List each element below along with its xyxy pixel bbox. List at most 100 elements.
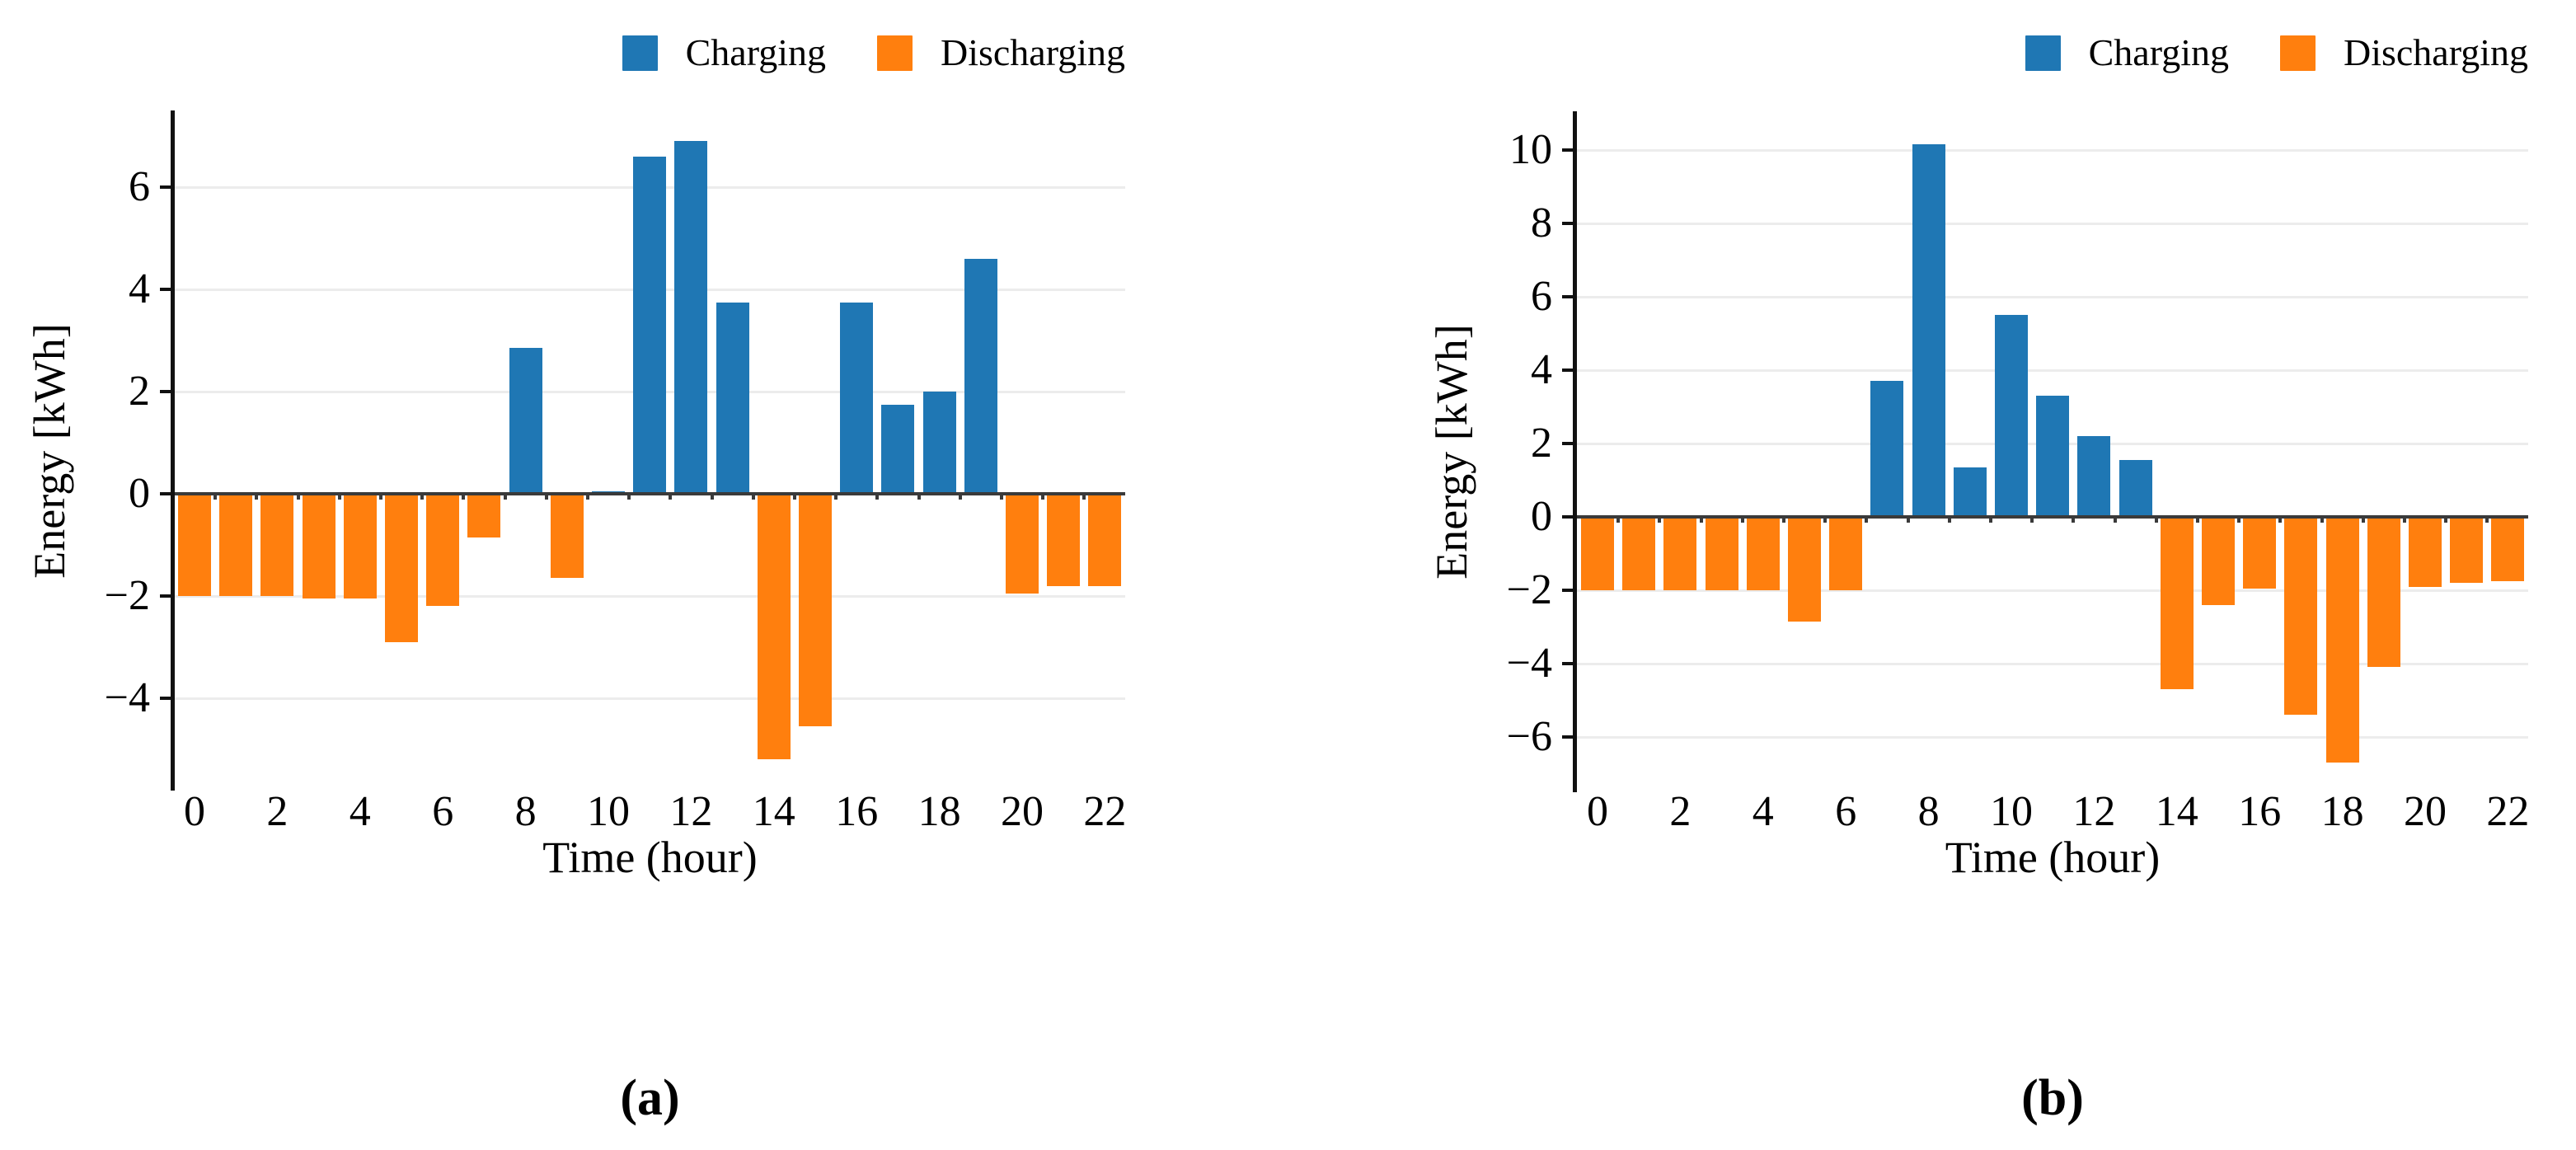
x-tick-mark [834, 492, 838, 500]
y-tick-mark [1562, 589, 1573, 592]
bar-charging [674, 141, 708, 494]
x-tick-mark [2113, 515, 2117, 523]
y-tick-label: −6 [1506, 713, 1552, 760]
discharging-swatch-icon [876, 35, 913, 71]
x-tick-label: 22 [2486, 788, 2530, 835]
y-tick-label: 6 [1531, 273, 1552, 320]
y-tick-mark [1562, 368, 1573, 372]
x-tick-mark [585, 492, 589, 500]
x-tick-label: 10 [587, 788, 630, 835]
x-tick-mark [1865, 515, 1869, 523]
x-tick-mark [1988, 515, 1992, 523]
x-tick-mark [296, 492, 300, 500]
x-tick-label: 2 [266, 788, 289, 835]
y-tick-label: 0 [1531, 493, 1552, 540]
x-axis-label-a: Time (hour) [542, 833, 758, 882]
y-tick-label: 0 [129, 470, 150, 517]
y-tick-label: −4 [104, 674, 150, 721]
gridline [1577, 662, 2528, 665]
x-tick-mark [462, 492, 466, 500]
x-tick-label: 14 [2155, 788, 2198, 835]
bar-discharging [2450, 517, 2484, 584]
bar-charging [2036, 396, 2070, 517]
x-tick-mark [2030, 515, 2034, 523]
x-tick-mark [1740, 515, 1744, 523]
x-tick-label: 4 [1752, 788, 1774, 835]
bar-charging [1995, 315, 2028, 517]
bar-discharging [385, 494, 418, 642]
bar-charging [509, 348, 542, 494]
y-tick-mark [160, 288, 171, 291]
x-tick-mark [337, 492, 341, 500]
bar-charging [716, 302, 749, 494]
x-tick-mark [544, 492, 548, 500]
x-tick-mark [917, 492, 921, 500]
x-tick-mark [503, 492, 507, 500]
x-tick-mark [2361, 515, 2365, 523]
y-tick-label: −2 [104, 572, 150, 619]
bar-discharging [2160, 517, 2194, 690]
bar-discharging [550, 494, 584, 579]
bar-discharging [2284, 517, 2318, 716]
bar-discharging [302, 494, 335, 599]
x-tick-mark [2072, 515, 2076, 523]
x-tick-label: 6 [1835, 788, 1857, 835]
x-tick-mark [420, 492, 425, 500]
gridline [1577, 589, 2528, 592]
bar-charging [2119, 460, 2152, 517]
y-tick-label: −4 [1506, 640, 1552, 687]
x-axis-label-b: Time (hour) [1945, 833, 2161, 882]
x-tick-mark [1082, 492, 1086, 500]
x-tick-mark [2402, 515, 2406, 523]
gridline [1577, 368, 2528, 372]
x-tick-label: 4 [349, 788, 371, 835]
bar-discharging [1746, 517, 1780, 590]
x-tick-label: 20 [2404, 788, 2447, 835]
x-tick-mark [1699, 515, 1703, 523]
y-tick-mark [1562, 442, 1573, 445]
bar-discharging [2367, 517, 2400, 668]
x-tick-label: 0 [1587, 788, 1608, 835]
y-tick-mark [1562, 662, 1573, 665]
bar-discharging [2243, 517, 2277, 589]
y-tick-mark [1562, 735, 1573, 739]
x-tick-mark [669, 492, 673, 500]
y-tick-label: 4 [129, 265, 150, 312]
charging-swatch-icon [622, 35, 658, 71]
y-tick-mark [160, 390, 171, 393]
bar-discharging [1705, 517, 1738, 590]
x-tick-label: 14 [752, 788, 795, 835]
x-tick-label: 20 [1001, 788, 1044, 835]
bar-discharging [1581, 517, 1614, 590]
x-tick-mark [1906, 515, 1910, 523]
y-tick-label: 10 [1509, 126, 1552, 173]
x-tick-label: 6 [432, 788, 454, 835]
x-tick-mark [213, 492, 218, 500]
bar-discharging [219, 494, 253, 596]
bar-discharging [426, 494, 460, 607]
legend-b: Charging Discharging [2025, 30, 2528, 76]
legend-charging-label: Charging [685, 31, 826, 73]
x-tick-mark [875, 492, 880, 500]
legend-discharging-label: Discharging [2343, 31, 2528, 73]
bar-charging [840, 302, 874, 494]
x-tick-mark [1616, 515, 1621, 523]
x-tick-mark [2237, 515, 2241, 523]
x-tick-mark [2444, 515, 2448, 523]
gridline [1577, 148, 2528, 152]
x-tick-label: 2 [1669, 788, 1692, 835]
x-tick-mark [2320, 515, 2324, 523]
y-axis-spine [1573, 111, 1577, 792]
y-tick-label: −2 [1506, 566, 1552, 613]
x-tick-label: 12 [2072, 788, 2116, 835]
y-tick-mark [160, 594, 171, 598]
x-tick-label: 18 [917, 788, 961, 835]
x-tick-mark [1658, 515, 1662, 523]
x-tick-label: 8 [514, 788, 537, 835]
bar-charging [922, 392, 956, 494]
subplot-caption-a: (a) [620, 1070, 680, 1126]
bar-discharging [2325, 517, 2359, 763]
bar-discharging [260, 494, 294, 596]
gridline [1577, 222, 2528, 225]
x-tick-mark [2195, 515, 2199, 523]
